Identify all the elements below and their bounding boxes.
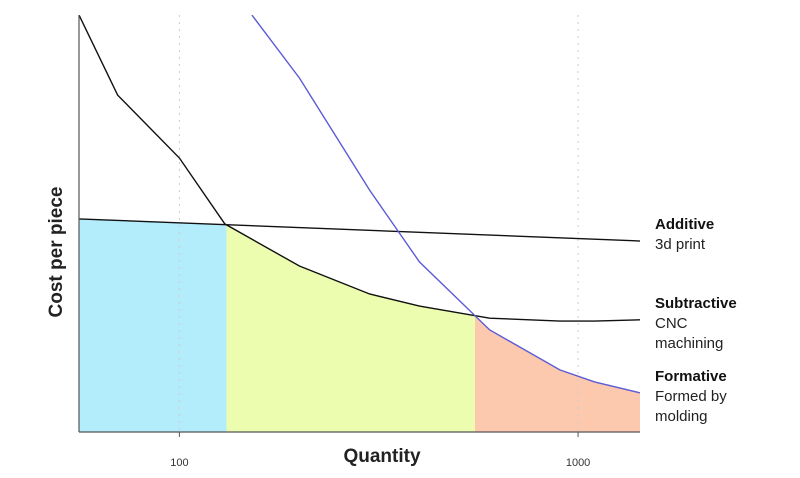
- legend-description: Formed by molding: [655, 387, 727, 425]
- legend-description: CNC machining: [655, 314, 724, 352]
- legend-description: 3d print: [655, 236, 706, 253]
- legend-name: Subtractive: [655, 294, 737, 312]
- cost-region: [475, 315, 640, 432]
- series-label: Additive 3d print: [655, 215, 795, 255]
- y-axis-label: Cost per piece: [46, 187, 67, 318]
- cost-region: [79, 218, 227, 432]
- series-line: [79, 15, 640, 322]
- series-line: [251, 15, 640, 394]
- legend-name: Formative: [655, 367, 727, 385]
- series-label: Subtractive CNC machining: [655, 294, 795, 354]
- cost-region: [226, 224, 475, 432]
- x-tick-label: 100: [170, 457, 188, 469]
- legend-name: Additive: [655, 216, 715, 233]
- series-line: [79, 218, 640, 242]
- x-axis-label: Quantity: [343, 446, 420, 467]
- x-tick-label: 1000: [566, 457, 590, 469]
- series-label: Formative Formed by molding: [655, 367, 795, 427]
